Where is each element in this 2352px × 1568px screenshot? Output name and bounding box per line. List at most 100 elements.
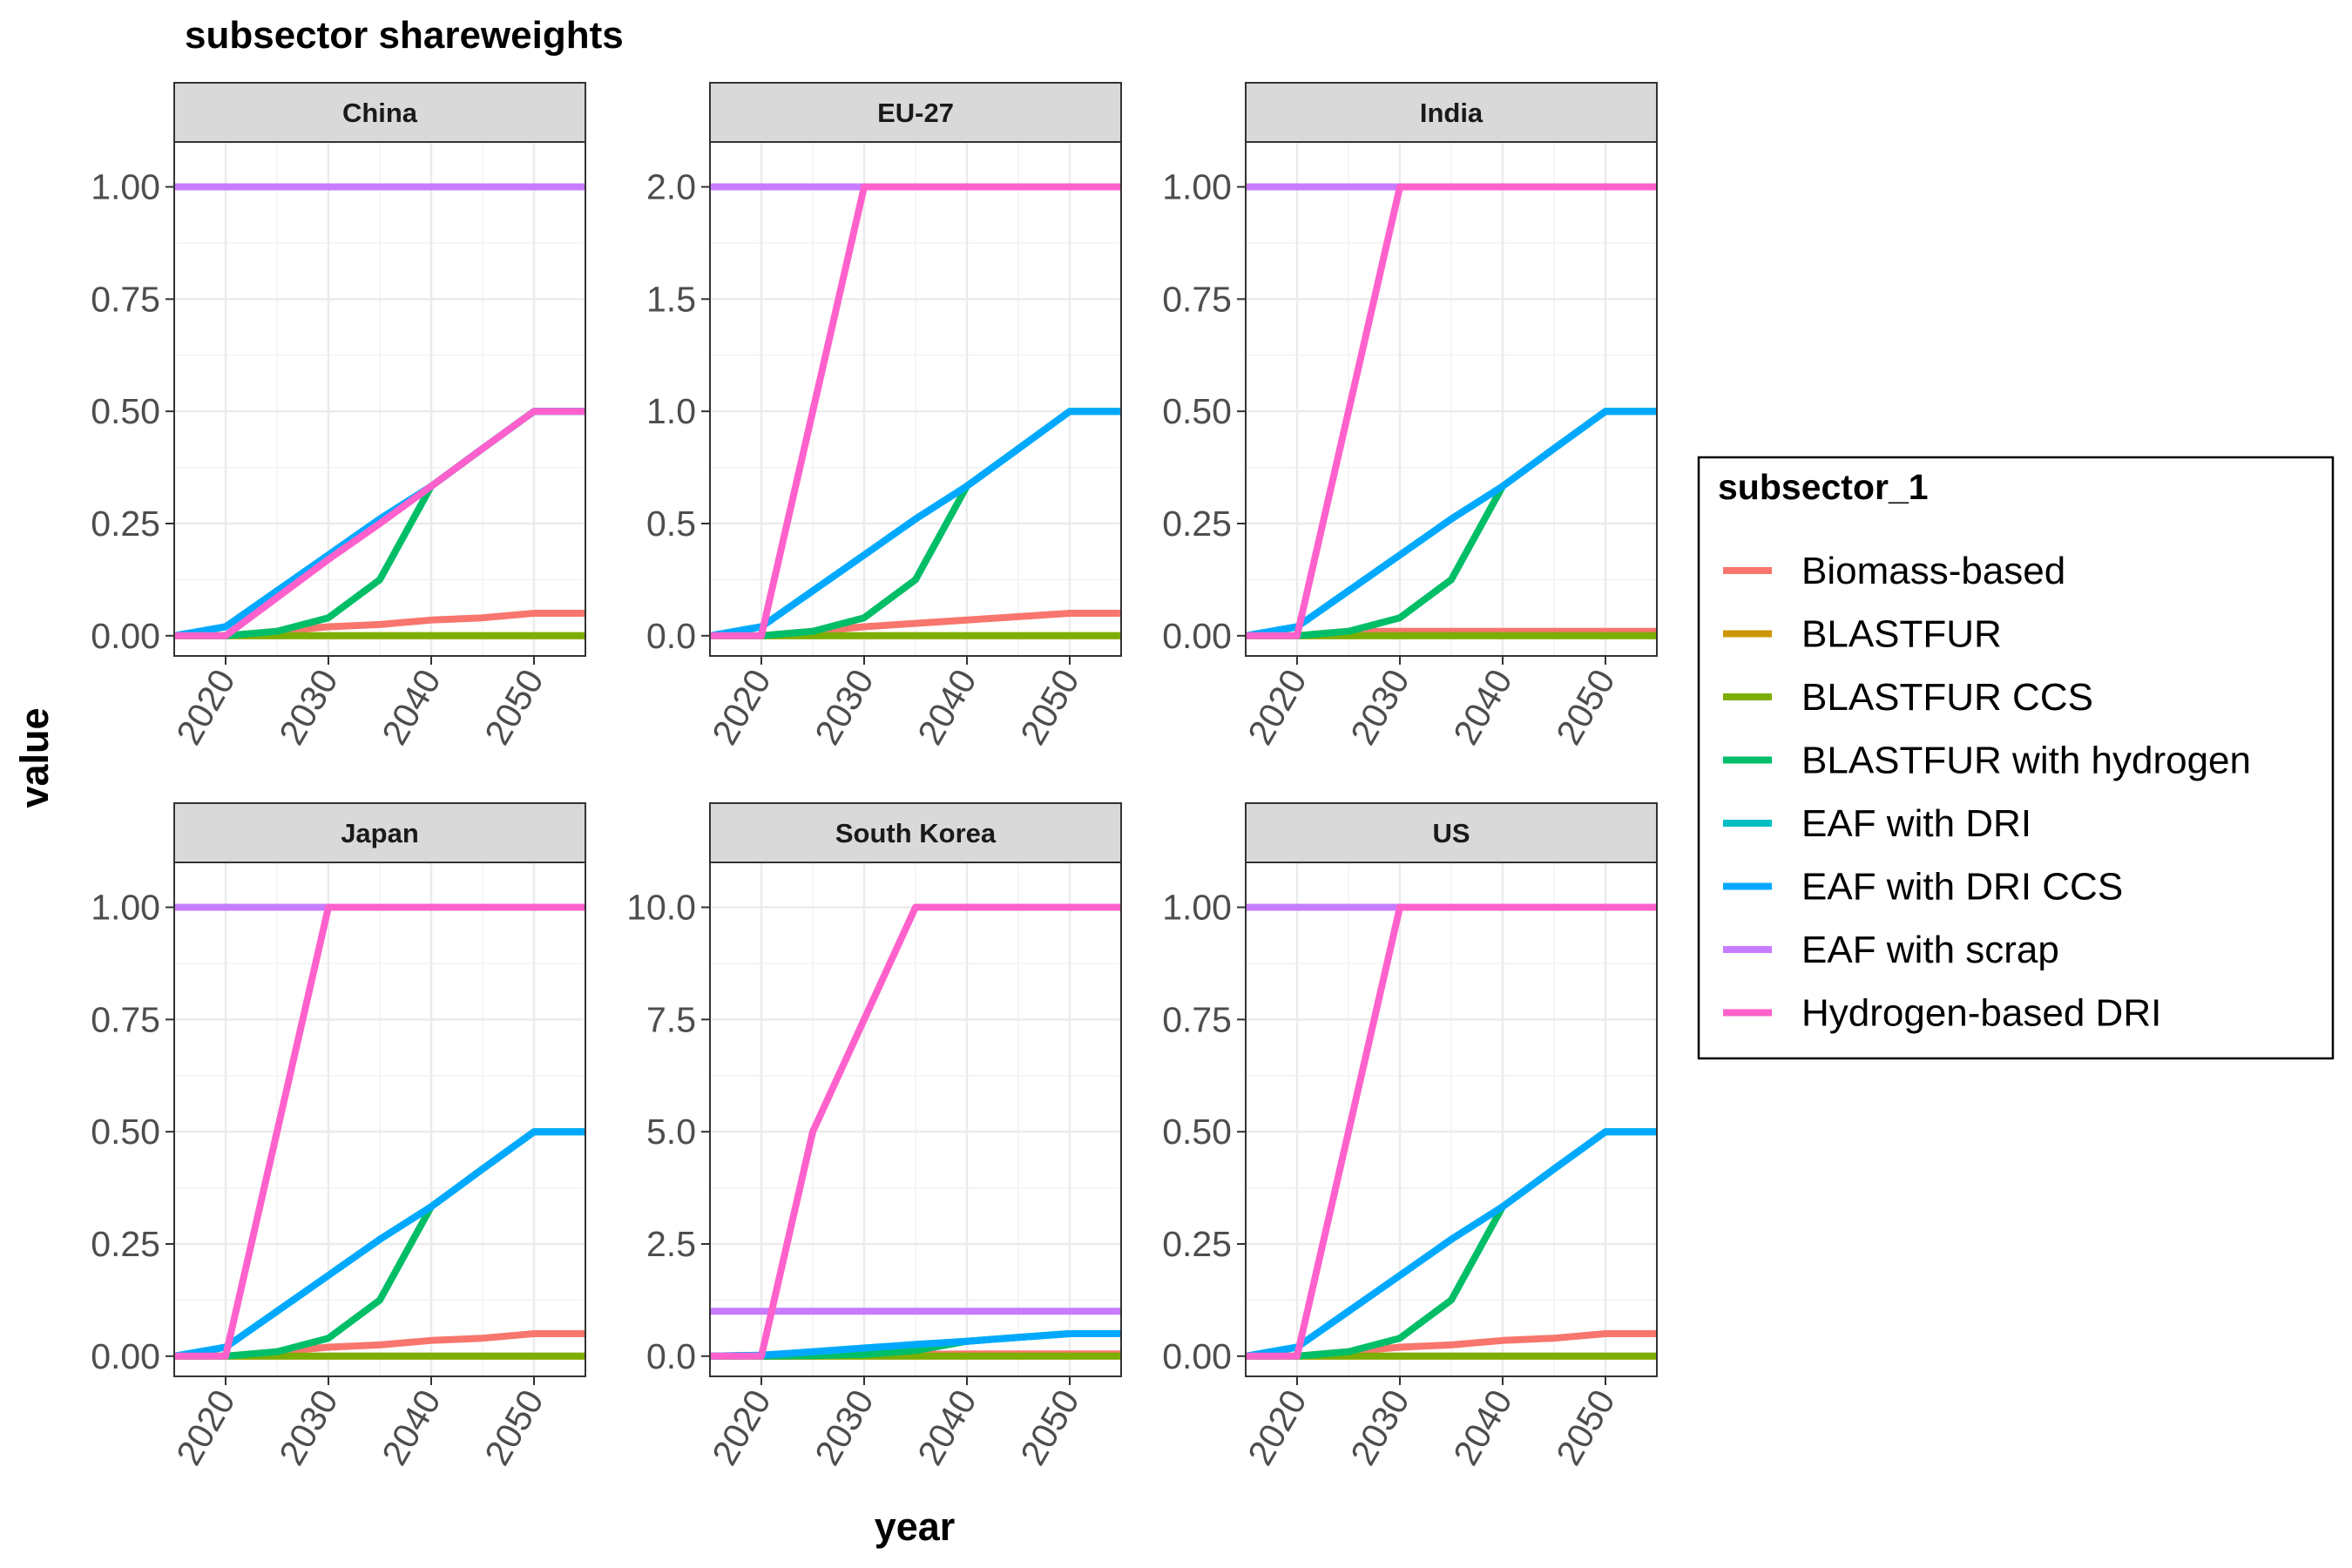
strip-label-japan: Japan — [341, 818, 419, 848]
y-tick-label: 5.0 — [646, 1112, 696, 1152]
line-eu-27-eaf-with-dri-ccs — [709, 408, 1121, 639]
y-axis-us: 0.00 0.25 0.50 0.75 1.00 — [1162, 888, 1246, 1376]
y-tick-label: 0.75 — [91, 279, 160, 319]
line-japan-hydrogen-based-dri — [174, 903, 585, 1360]
strip-label-china: China — [342, 98, 418, 128]
y-tick-label: 0.00 — [1162, 1336, 1232, 1376]
y-tick-label: 0.50 — [91, 1112, 160, 1152]
legend-label: BLASTFUR — [1801, 613, 2002, 656]
lines-india — [1245, 183, 1657, 639]
line-eu-27-hydrogen-based-dri — [710, 183, 1121, 639]
line-us-eaf-with-dri-ccs — [1245, 1128, 1657, 1360]
y-tick-label: 1.00 — [91, 888, 160, 928]
lines-japan — [173, 903, 585, 1360]
panel-border-japan — [173, 862, 586, 1377]
legend-item-eaf-with-scrap: EAF with scrap — [1723, 929, 2059, 971]
legend-label: Hydrogen-based DRI — [1801, 992, 2161, 1035]
y-axis-south-korea: 0.0 2.5 5.0 7.5 10.0 — [626, 888, 710, 1376]
y-tick-label: 1.00 — [1162, 167, 1232, 207]
strip-india — [1245, 82, 1658, 143]
legend-item-blastfur: BLASTFUR — [1723, 613, 2002, 656]
strip-label-eu-27: EU-27 — [877, 98, 954, 128]
line-india-hydrogen-based-dri — [1246, 183, 1657, 639]
legend-box — [1697, 456, 2335, 1060]
y-axis-japan: 0.00 0.25 0.50 0.75 1.00 — [91, 888, 174, 1376]
legend-label: EAF with scrap — [1801, 929, 2059, 971]
legend-item-hydrogen-based-dri: Hydrogen-based DRI — [1723, 992, 2161, 1035]
y-tick-label: 0.50 — [1162, 1112, 1232, 1152]
y-axis-india: 0.00 0.25 0.50 0.75 1.00 — [1162, 167, 1246, 656]
y-tick-label: 0.75 — [1162, 999, 1232, 1039]
y-tick-label: 0.0 — [646, 1336, 696, 1376]
line-china-hydrogen-based-dri — [174, 408, 585, 639]
y-tick-label: 0.25 — [1162, 504, 1232, 544]
lines-china — [173, 183, 585, 639]
y-tick-label: 1.00 — [1162, 888, 1232, 928]
legend-item-blastfur-ccs: BLASTFUR CCS — [1723, 676, 2093, 719]
y-tick-label: 0.75 — [1162, 279, 1232, 319]
legend-items: Biomass-based BLASTFUR BLASTFUR CCS BLASTFU… — [1723, 550, 2251, 1035]
y-axis-title: value — [12, 707, 57, 808]
line-india-eaf-with-dri-ccs — [1245, 408, 1657, 639]
panel-border-india — [1245, 141, 1658, 657]
lines-us — [1245, 903, 1657, 1360]
legend-label: BLASTFUR CCS — [1801, 676, 2093, 719]
y-tick-label: 2.0 — [646, 167, 696, 207]
y-tick-label: 0.5 — [646, 504, 696, 544]
strip-label-us: US — [1432, 818, 1470, 848]
legend-label: BLASTFUR with hydrogen — [1801, 740, 2251, 782]
y-tick-label: 10.0 — [626, 888, 696, 928]
y-tick-label: 0.00 — [1162, 616, 1232, 656]
legend-item-eaf-with-dri: EAF with DRI — [1723, 802, 2031, 845]
panel-border-eu-27 — [709, 141, 1122, 657]
legend: subsector_1 Biomass-based BLASTFUR BLASTFU… — [1697, 456, 2335, 1060]
x-axis-title: year — [875, 1504, 956, 1549]
line-japan-eaf-with-dri-ccs — [173, 1128, 585, 1360]
y-tick-label: 0.50 — [91, 391, 160, 431]
strip-us — [1245, 802, 1658, 863]
legend-item-eaf-with-dri-ccs: EAF with DRI CCS — [1723, 866, 2123, 909]
line-us-hydrogen-based-dri — [1246, 903, 1657, 1360]
legend-label: EAF with DRI — [1801, 802, 2031, 845]
line-south-korea-eaf-with-dri-ccs — [709, 1330, 1121, 1360]
legend-item-biomass-based: Biomass-based — [1723, 550, 2065, 592]
y-tick-label: 0.25 — [91, 504, 160, 544]
y-tick-label: 1.00 — [91, 167, 160, 207]
panel-border-china — [173, 141, 586, 657]
y-axis-eu-27: 0.0 0.5 1.0 1.5 2.0 — [646, 167, 710, 656]
y-tick-label: 7.5 — [646, 999, 696, 1039]
legend-item-blastfur-with-hydrogen: BLASTFUR with hydrogen — [1723, 740, 2251, 782]
line-south-korea-hydrogen-based-dri — [710, 903, 1121, 1360]
chart-title: subsector shareweights — [185, 14, 624, 57]
y-tick-label: 0.00 — [91, 1336, 160, 1376]
strip-eu-27 — [709, 82, 1122, 143]
y-tick-label: 0.75 — [91, 999, 160, 1039]
y-tick-label: 0.50 — [1162, 391, 1232, 431]
strip-china — [173, 82, 586, 143]
y-tick-label: 0.25 — [1162, 1224, 1232, 1264]
y-tick-label: 2.5 — [646, 1224, 696, 1264]
y-tick-label: 0.25 — [91, 1224, 160, 1264]
y-tick-label: 1.5 — [646, 279, 696, 319]
strip-japan — [173, 802, 586, 863]
lines-eu-27 — [709, 183, 1121, 639]
legend-title: subsector_1 — [1718, 467, 1929, 507]
y-tick-label: 0.0 — [646, 616, 696, 656]
y-tick-label: 1.0 — [646, 391, 696, 431]
legend-label: Biomass-based — [1801, 550, 2065, 592]
lines-south-korea — [709, 903, 1121, 1360]
legend-label: EAF with DRI CCS — [1801, 866, 2123, 909]
y-axis-china: 0.00 0.25 0.50 0.75 1.00 — [91, 167, 174, 656]
strip-label-south-korea: South Korea — [835, 818, 997, 848]
panel-border-south-korea — [709, 862, 1122, 1377]
strip-label-india: India — [1420, 98, 1484, 128]
y-tick-label: 0.00 — [91, 616, 160, 656]
panel-border-us — [1245, 862, 1658, 1377]
